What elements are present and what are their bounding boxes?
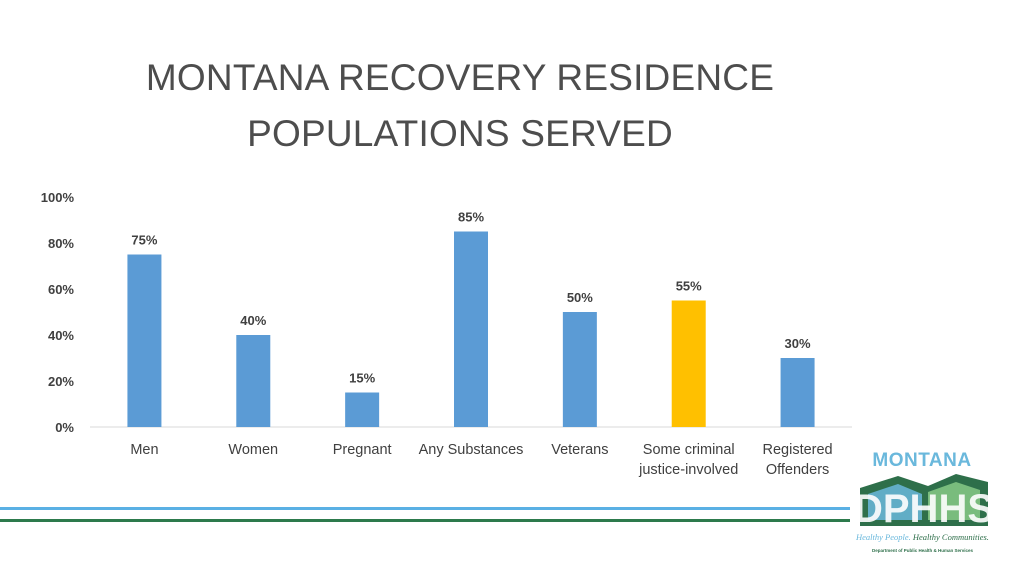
bar [454,231,488,427]
data-label: 15% [349,371,375,386]
y-tick-label: 20% [48,374,74,389]
logo-mark-icon: DPHHS [858,474,990,528]
logo-tagline: Healthy People. Healthy Communities. [856,532,996,542]
bar [236,335,271,427]
data-label: 85% [458,210,484,225]
logo-word: MONTANA [872,450,972,471]
data-label: 55% [676,279,702,294]
data-label: 50% [567,290,593,305]
dphhs-logo: MONTANA DPHHS Healthy People. Healthy Co… [852,446,1002,566]
bar [127,254,162,427]
slide-title-line-1: MONTANA RECOVERY RESIDENCE [145,57,775,98]
logo-tagline-part2: Healthy Communities. [912,532,989,542]
x-tick-label: Pregnant [333,442,392,458]
bar [671,300,706,427]
x-tick-label: Veterans [551,442,608,458]
logo-tagline-part1: Healthy People. [856,532,911,542]
bar [780,358,815,427]
bar [345,392,380,427]
x-tick-label: Men [130,442,158,458]
logo-mark-text: DPHHS [858,487,990,528]
bar [562,312,597,427]
bar-chart: 0% 20% 40% 60% 80% 100% 75% Men 40% Women 15% Pregn… [41,190,852,478]
data-label: 30% [785,336,811,351]
y-tick-label: 100% [41,190,75,205]
x-tick-label: Any Substances [419,442,524,458]
y-tick-label: 0% [55,420,74,435]
x-tick-label: Some criminal [643,442,735,458]
data-label: 75% [131,233,157,248]
slide-title-line-2: POPULATIONS SERVED [247,113,673,154]
y-tick-label: 60% [48,282,74,297]
logo-department: Department of Public Health & Human Serv… [872,548,974,553]
footer-line-blue [0,507,850,510]
x-tick-label: Offenders [766,462,829,478]
data-label: 40% [240,313,266,328]
footer-line-green [0,519,850,522]
x-tick-label: Registered [763,442,833,458]
y-tick-label: 40% [48,328,74,343]
x-tick-label: justice-involved [638,462,738,478]
slide-title: MONTANA RECOVERY RESIDENCE POPULATIONS S… [90,50,830,162]
x-tick-label: Women [228,442,278,458]
y-tick-label: 80% [48,236,74,251]
